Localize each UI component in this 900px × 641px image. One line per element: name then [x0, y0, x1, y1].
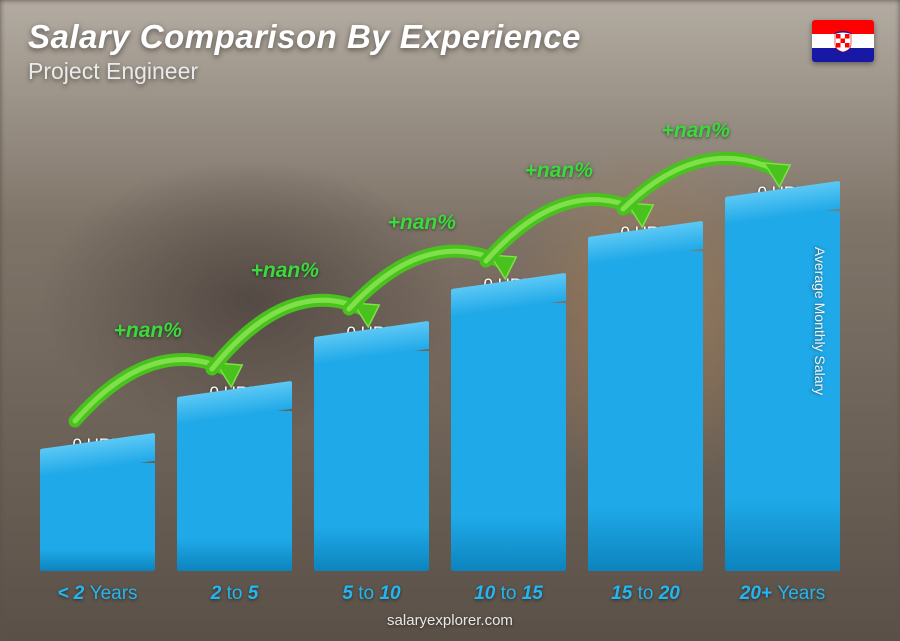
bar-group: 0 HRK< 2 Years0 HRK2 to 50 HRK5 to 100 H… — [40, 120, 840, 571]
chart-title: Salary Comparison By Experience — [28, 18, 872, 56]
x-axis-label: < 2 Years — [57, 583, 137, 605]
bar — [588, 251, 703, 571]
chart-header: Salary Comparison By Experience Project … — [28, 18, 872, 85]
growth-percent-label: +nan% — [662, 119, 730, 143]
bar-slot: 0 HRK10 to 15 — [451, 275, 566, 571]
x-axis-label: 5 to 10 — [342, 583, 400, 605]
x-axis-label: 10 to 15 — [474, 583, 543, 605]
chart-subtitle: Project Engineer — [28, 58, 872, 85]
growth-percent-label: +nan% — [114, 319, 182, 343]
attribution-text: salaryexplorer.com — [0, 612, 900, 629]
y-axis-label: Average Monthly Salary — [812, 246, 828, 394]
bar-front-face — [177, 411, 292, 571]
growth-percent-label: +nan% — [251, 259, 319, 283]
bar — [451, 303, 566, 571]
x-axis-label: 2 to 5 — [211, 583, 259, 605]
x-axis-label: 20+ Years — [740, 583, 825, 605]
bar-slot: 0 HRK< 2 Years — [40, 435, 155, 571]
country-flag-croatia — [812, 20, 874, 62]
bar-chart: 0 HRK< 2 Years0 HRK2 to 50 HRK5 to 100 H… — [40, 120, 840, 571]
bar-front-face — [40, 463, 155, 571]
bar-front-face — [451, 303, 566, 571]
bar-front-face — [314, 351, 429, 571]
bar-front-face — [588, 251, 703, 571]
x-axis-label: 15 to 20 — [611, 583, 680, 605]
flag-emblem-icon — [833, 30, 853, 52]
bar-slot: 0 HRK2 to 5 — [177, 383, 292, 571]
bar — [177, 411, 292, 571]
bar-slot: 0 HRK15 to 20 — [588, 223, 703, 571]
bar — [314, 351, 429, 571]
growth-percent-label: +nan% — [525, 159, 593, 183]
bar-slot: 0 HRK5 to 10 — [314, 323, 429, 571]
growth-percent-label: +nan% — [388, 211, 456, 235]
bar — [40, 463, 155, 571]
